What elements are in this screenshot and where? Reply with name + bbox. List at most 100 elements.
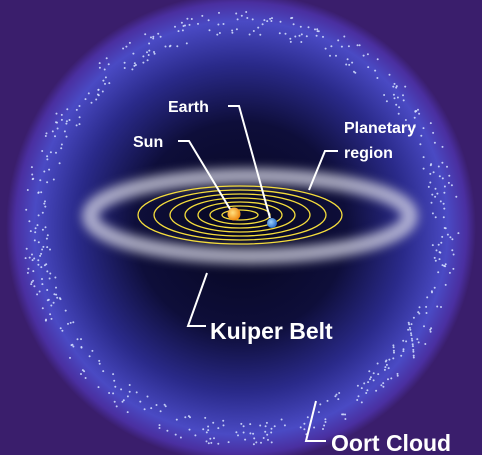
oort-dot (397, 97, 399, 99)
oort-dot (324, 418, 326, 420)
oort-dot (122, 401, 124, 403)
oort-dot (394, 97, 396, 99)
oort-dot (25, 257, 27, 259)
oort-dot (348, 64, 350, 66)
oort-dot (393, 352, 395, 354)
oort-dot (361, 387, 363, 389)
oort-dot (46, 132, 48, 134)
oort-dot (46, 238, 48, 240)
oort-dot (37, 224, 39, 226)
oort-dot (383, 94, 385, 96)
oort-dot (28, 220, 30, 222)
oort-dot (322, 36, 324, 38)
oort-dot (79, 123, 81, 125)
oort-dot (160, 36, 162, 38)
oort-dot (388, 359, 390, 361)
oort-dot (368, 370, 370, 372)
oort-dot (402, 350, 404, 352)
oort-dot (267, 439, 269, 441)
oort-dot (451, 238, 453, 240)
oort-dot (181, 22, 183, 24)
oort-dot (415, 110, 417, 112)
oort-dot (176, 45, 178, 47)
oort-dot (48, 169, 50, 171)
oort-dot (439, 258, 441, 260)
oort-dot (351, 62, 353, 64)
oort-dot (252, 18, 254, 20)
oort-dot (293, 23, 295, 25)
oort-dot (357, 44, 359, 46)
oort-dot (30, 283, 32, 285)
oort-dot (412, 351, 414, 353)
oort-dot (67, 323, 69, 325)
oort-dot (409, 327, 411, 329)
oort-dot (218, 12, 220, 14)
oort-dot (47, 299, 49, 301)
oort-dot (206, 431, 208, 433)
oort-dot (61, 330, 63, 332)
oort-dot (44, 200, 46, 202)
oort-dot (235, 431, 237, 433)
oort-dot (393, 346, 395, 348)
oort-dot (429, 173, 431, 175)
oort-dot (213, 437, 215, 439)
oort-dot (266, 422, 268, 424)
oort-dot (79, 105, 81, 107)
oort-dot (303, 423, 305, 425)
oort-dot (385, 361, 387, 363)
oort-dot (132, 53, 134, 55)
oort-dot (266, 20, 268, 22)
oort-dot (382, 382, 384, 384)
oort-dot (414, 117, 416, 119)
oort-dot (436, 306, 438, 308)
oort-dot (329, 55, 331, 57)
oort-dot (114, 401, 116, 403)
oort-dot (435, 260, 437, 262)
oort-dot (175, 434, 177, 436)
oort-dot (432, 212, 434, 214)
oort-dot (180, 437, 182, 439)
oort-dot (245, 11, 247, 13)
oort-dot (397, 375, 399, 377)
oort-dot (405, 340, 407, 342)
oort-dot (39, 179, 41, 181)
oort-dot (410, 332, 412, 334)
oort-dot (148, 54, 150, 56)
oort-dot (112, 373, 114, 375)
oort-dot (437, 271, 439, 273)
oort-dot (284, 424, 286, 426)
oort-dot (398, 106, 400, 108)
oort-dot (257, 27, 259, 29)
oort-dot (43, 203, 45, 205)
oort-dot (102, 80, 104, 82)
oort-dot (42, 246, 44, 248)
oort-dot (318, 411, 320, 413)
oort-dot (262, 23, 264, 25)
oort-dot (418, 313, 420, 315)
oort-dot (144, 33, 146, 35)
oort-dot (127, 411, 129, 413)
oort-dot (31, 281, 33, 283)
oort-dot (416, 338, 418, 340)
oort-dot (434, 196, 436, 198)
oort-dot (27, 268, 29, 270)
oort-dot (424, 343, 426, 345)
oort-dot (398, 113, 400, 115)
oort-dot (85, 98, 87, 100)
oort-dot (409, 329, 411, 331)
oort-dot (154, 53, 156, 55)
oort-dot (402, 340, 404, 342)
oort-dot (108, 82, 110, 84)
oort-dot (228, 441, 230, 443)
oort-dot (53, 302, 55, 304)
oort-dot (147, 59, 149, 61)
oort-dot (186, 42, 188, 44)
oort-dot (448, 182, 450, 184)
oort-dot (313, 427, 315, 429)
oort-dot (263, 437, 265, 439)
oort-dot (345, 64, 347, 66)
oort-dot (201, 15, 203, 17)
oort-dot (365, 392, 367, 394)
oort-dot (210, 442, 212, 444)
oort-dot (413, 357, 415, 359)
